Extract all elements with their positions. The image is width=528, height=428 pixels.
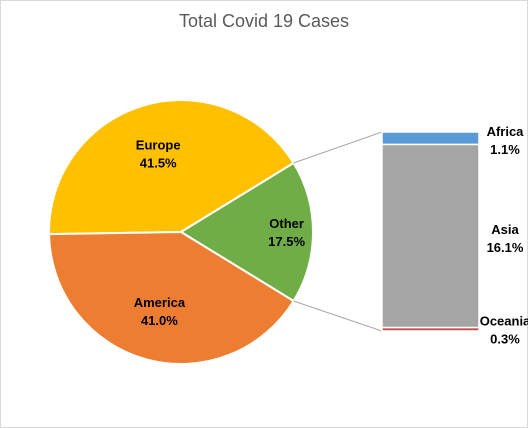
connector-line-top xyxy=(293,131,383,164)
pie-slice-america xyxy=(48,230,295,365)
pie-value-america: 41.0% xyxy=(141,313,178,328)
bar-label-africa: Africa xyxy=(487,124,525,139)
bar-label-asia: Asia xyxy=(491,222,519,237)
pie-value-other: 17.5% xyxy=(268,234,305,249)
bar-segment-asia xyxy=(381,143,480,329)
chart-title: Total Covid 19 Cases xyxy=(178,11,350,31)
bar-value-asia: 16.1% xyxy=(487,240,524,255)
pie-value-europe: 41.5% xyxy=(140,155,177,170)
bar-segment-oceania xyxy=(381,326,480,332)
bar-value-oceania: 0.3% xyxy=(490,332,520,347)
pie-label-america: America xyxy=(134,295,186,310)
bar-value-africa: 1.1% xyxy=(490,142,520,157)
bar-label-oceania: Oceania xyxy=(480,314,528,329)
bar-segment-africa xyxy=(381,131,480,146)
pie-slice-other xyxy=(179,161,315,303)
connector-line-bottom xyxy=(293,300,383,332)
pie-label-europe: Europe xyxy=(136,137,181,152)
pie-slice-europe xyxy=(48,99,295,236)
pie-label-other: Other xyxy=(269,216,304,231)
